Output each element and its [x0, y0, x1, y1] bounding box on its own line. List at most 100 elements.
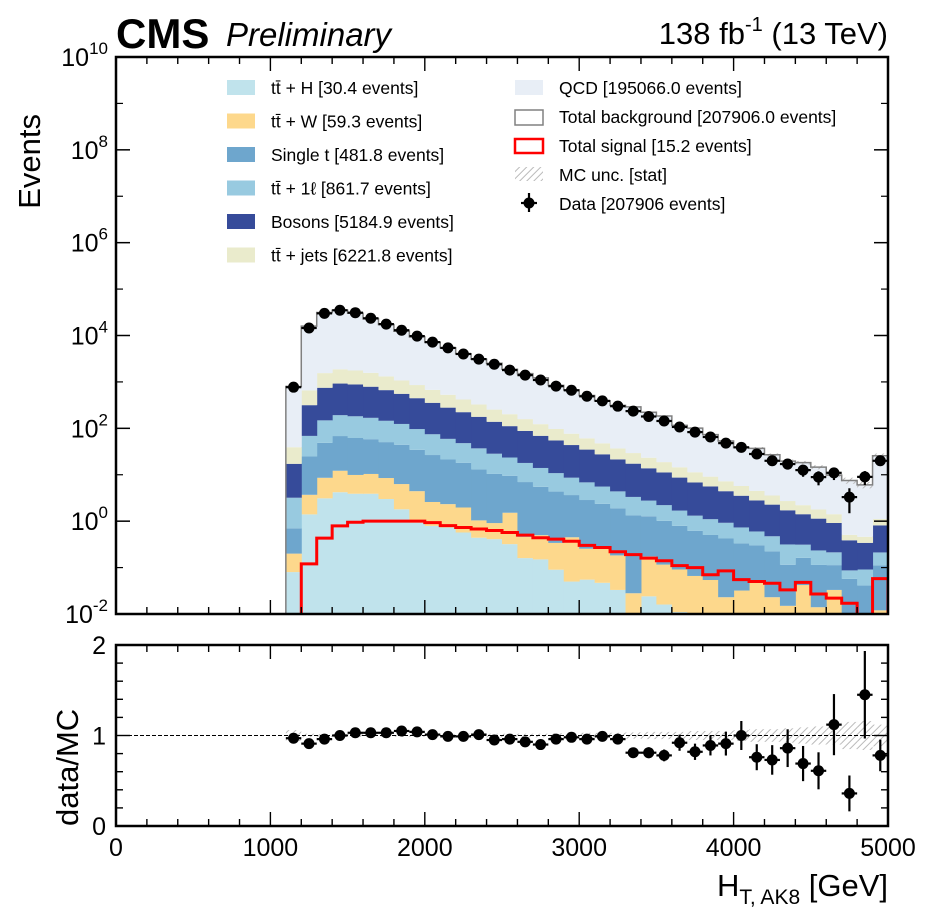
- bar-ttjets: [625, 453, 642, 464]
- bar-single-t: [795, 557, 812, 586]
- bar-single-t: [502, 475, 518, 513]
- bar-qcd: [733, 447, 750, 486]
- bar-ttjets: [733, 485, 750, 496]
- energy-label: (13 TeV): [763, 16, 888, 51]
- bar-qcd: [332, 310, 349, 370]
- legend: tt̄ + H [30.4 events] tt̄ + W [59.3 event…: [227, 78, 836, 266]
- bar-ttjets: [702, 476, 719, 487]
- bar-single-t: [579, 500, 596, 549]
- bar-bosons: [733, 495, 750, 528]
- bar-bosons: [857, 542, 874, 570]
- bar-tt1l: [841, 570, 858, 579]
- ratio-point: [720, 738, 732, 750]
- y-tick-exponent: 10: [89, 39, 108, 58]
- bar-single-t: [409, 449, 426, 492]
- bar-ttW: [517, 536, 534, 559]
- bar-ttjets: [285, 447, 302, 464]
- bar-single-t: [378, 442, 395, 479]
- ratio-point: [874, 749, 886, 761]
- bar-ttW: [563, 537, 580, 582]
- bar-bosons: [810, 518, 827, 551]
- bar-tt1l: [579, 482, 596, 501]
- bar-bosons: [594, 454, 611, 487]
- bar-ttW: [779, 605, 796, 614]
- bar-ttH: [486, 539, 503, 614]
- x-tick-label: 1000: [243, 834, 299, 862]
- bar-ttjets: [471, 404, 488, 417]
- ratio-point: [704, 739, 716, 751]
- bar-qcd: [610, 405, 627, 449]
- bar-tt1l: [640, 500, 657, 517]
- bar-ttW: [610, 555, 627, 590]
- bar-ttW: [548, 542, 565, 570]
- data-point: [318, 307, 330, 319]
- bar-bosons: [718, 491, 735, 523]
- bar-tt1l: [409, 429, 426, 450]
- bar-bosons: [440, 407, 457, 439]
- bar-single-t: [316, 442, 333, 478]
- x-axis-label: HT, AK8 [GeV]: [717, 868, 888, 909]
- legend-swatch-ttH: [227, 80, 255, 95]
- legend-label-ttW: tt̄ + W [59.3 events]: [271, 112, 422, 132]
- ratio-point: [380, 727, 392, 739]
- bar-tt1l: [502, 457, 518, 476]
- bar-ttW: [532, 535, 549, 560]
- bar-bosons: [610, 459, 627, 492]
- bar-bosons: [363, 386, 379, 418]
- data-point: [396, 324, 408, 336]
- legend-label-tt1l: tt̄ + 1ℓ [861.7 events]: [271, 179, 431, 199]
- y-tick-exponent: 8: [99, 132, 108, 151]
- bar-ttjets: [671, 467, 688, 478]
- bar-ttH: [656, 604, 673, 614]
- bar-ttW: [842, 621, 858, 646]
- bar-ttH: [347, 493, 364, 614]
- bar-ttW: [733, 590, 750, 614]
- y-tick-label: 108: [71, 132, 108, 165]
- bar-tt1l: [471, 448, 488, 470]
- bar-tt1l: [857, 569, 874, 586]
- bar-tt1l: [393, 423, 410, 445]
- bar-qcd: [409, 336, 426, 386]
- bar-ttjets: [687, 472, 704, 483]
- bar-single-t: [733, 543, 750, 591]
- legend-swatch-tt1l: [227, 180, 255, 196]
- bar-ttH: [640, 596, 657, 614]
- bar-qcd: [455, 353, 472, 400]
- bar-single-t: [455, 462, 472, 508]
- data-point: [442, 342, 454, 354]
- bar-ttjets: [779, 501, 796, 511]
- bar-qcd: [424, 342, 441, 390]
- bar-single-t: [810, 564, 827, 608]
- data-point: [380, 318, 392, 330]
- ratio-point: [334, 730, 346, 741]
- bar-single-t: [548, 491, 565, 543]
- bar-tt1l: [486, 453, 503, 474]
- bar-qcd: [640, 412, 657, 458]
- bar-qcd: [872, 455, 888, 520]
- bar-tt1l: [718, 522, 735, 539]
- y-tick-label: 1010: [61, 39, 108, 72]
- ratio-point: [735, 730, 747, 741]
- bar-ttH: [363, 493, 379, 614]
- bar-tt1l: [872, 552, 888, 566]
- ratio-axis-ticks: 0 1 2 0 1000 2000 3000 4000 5000: [92, 632, 916, 862]
- ratio-point: [365, 727, 377, 739]
- bar-ttW: [594, 547, 611, 583]
- bar-qcd: [517, 373, 534, 420]
- ratio-y-tick-label: 0: [92, 813, 106, 841]
- bar-ttjets: [517, 419, 534, 431]
- bar-tt1l: [749, 531, 765, 546]
- bar-single-t: [440, 459, 457, 505]
- bar-tt1l: [347, 416, 364, 439]
- data-point: [565, 384, 577, 396]
- bar-ttjets: [841, 534, 858, 541]
- bar-qcd: [625, 406, 642, 454]
- bar-ttH: [301, 514, 318, 614]
- bar-ttjets: [718, 481, 735, 492]
- x-tick-label: 3000: [551, 834, 607, 862]
- legend-label-data: Data [207906 events]: [559, 194, 725, 214]
- data-point: [581, 390, 593, 402]
- bar-tt1l: [532, 467, 549, 487]
- bar-ttW: [625, 593, 642, 614]
- data-point: [797, 464, 809, 476]
